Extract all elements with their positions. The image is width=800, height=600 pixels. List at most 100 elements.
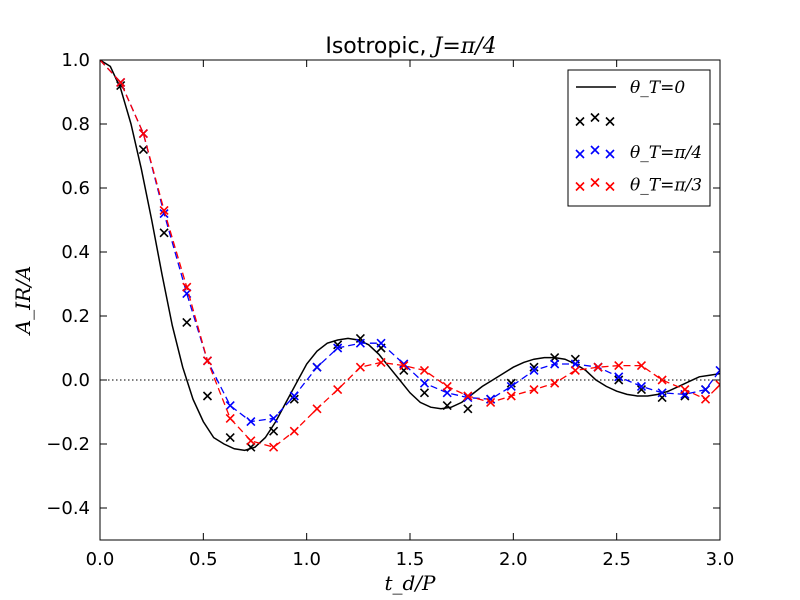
- series-3-point: [376, 357, 386, 367]
- series-2-point: [399, 359, 409, 369]
- legend-marker-swatch: [590, 177, 600, 188]
- series-1-point: [506, 378, 516, 388]
- series-2-point: [636, 381, 647, 391]
- y-axis-label: A_IR/A: [11, 266, 35, 337]
- legend-marker-swatch: [575, 181, 585, 192]
- x-tick-label: 0.5: [189, 549, 218, 570]
- series-2-point: [225, 401, 235, 411]
- series-2-point: [419, 378, 430, 388]
- x-tick-label: 2.5: [602, 549, 631, 570]
- x-tick-label: 2.0: [499, 549, 528, 570]
- series-3-point: [680, 385, 690, 395]
- series-3-point: [225, 413, 235, 423]
- series-1-point: [225, 433, 235, 443]
- series-3-point: [463, 391, 473, 401]
- y-tick-label: −0.4: [46, 498, 90, 519]
- series-3-point: [399, 361, 409, 371]
- series-2-point: [529, 365, 539, 375]
- series-1-point: [463, 404, 473, 414]
- series-1-point: [182, 317, 192, 327]
- series-3-point: [312, 404, 322, 414]
- series-3-point: [159, 205, 169, 215]
- series-3-point: [138, 129, 148, 139]
- series-2-point: [715, 365, 720, 375]
- series-3-point: [550, 378, 560, 388]
- series-1-point: [138, 145, 148, 155]
- series-0-line: [100, 60, 720, 452]
- series-2-point: [355, 338, 365, 348]
- series-2-point: [289, 391, 299, 401]
- series-1-point: [289, 394, 299, 404]
- legend-marker-swatch: [575, 149, 585, 159]
- series-3-point: [529, 385, 539, 395]
- x-tick-label: 1.0: [292, 549, 321, 570]
- series-2-point: [506, 381, 516, 391]
- x-tick-label: 3.0: [706, 549, 735, 570]
- series-3-point: [506, 391, 516, 401]
- chart-title-prefix: Isotropic,: [325, 34, 433, 59]
- legend-marker-swatch: [590, 112, 600, 123]
- x-tick-label: 0.0: [86, 549, 115, 570]
- series-2-point: [246, 417, 256, 427]
- series-3-point: [202, 356, 213, 366]
- series-3-point: [419, 365, 430, 375]
- legend-marker-swatch: [605, 181, 615, 192]
- series-3-point: [700, 394, 711, 404]
- y-tick-label: 0.0: [61, 370, 90, 391]
- series-3-point: [715, 380, 720, 390]
- series-2-point: [463, 393, 473, 403]
- series-3-point: [486, 397, 496, 407]
- y-tick-label: 0.8: [61, 114, 90, 135]
- series-3-line: [100, 60, 720, 448]
- series-1-point: [636, 385, 647, 395]
- series-2-point: [550, 359, 560, 369]
- legend-label: θ_T=0: [630, 78, 685, 98]
- legend-marker-swatch: [575, 116, 585, 127]
- series-1-point: [419, 388, 430, 398]
- chart-title-math: J=π/4: [430, 34, 497, 59]
- series-2-point: [700, 385, 711, 395]
- x-tick-label: 1.5: [396, 549, 425, 570]
- y-tick-label: 0.6: [61, 178, 90, 199]
- series-2-point: [657, 388, 667, 398]
- series-2-point: [376, 338, 386, 348]
- series-3-point: [636, 361, 647, 371]
- series-3-point: [269, 442, 279, 452]
- y-tick-label: 0.2: [61, 306, 90, 327]
- series-2-point: [614, 372, 624, 382]
- legend-marker-swatch: [605, 149, 615, 159]
- series-0: [100, 60, 720, 452]
- series-3-point: [246, 436, 256, 446]
- series-3-point: [614, 361, 624, 371]
- y-tick-label: 1.0: [61, 50, 90, 71]
- legend-marker-swatch: [605, 116, 615, 127]
- series-3-point: [355, 362, 365, 372]
- series-3-point: [593, 362, 603, 372]
- series-3-point: [333, 385, 343, 395]
- legend-label: θ_T=π/4: [630, 143, 702, 163]
- legend-marker-swatch: [590, 145, 600, 155]
- series-3-point: [289, 426, 299, 436]
- series-1-point: [269, 426, 279, 436]
- y-tick-label: −0.2: [46, 434, 90, 455]
- series-2-point: [333, 343, 343, 353]
- series-3-point: [657, 375, 667, 385]
- series-3-point: [442, 381, 452, 391]
- y-tick-label: 0.4: [61, 242, 90, 263]
- series-2-point: [312, 362, 322, 372]
- series-1-point: [442, 401, 452, 411]
- series-2-point: [159, 209, 169, 219]
- x-axis-label: t_d/P: [384, 571, 436, 595]
- series-3-point: [116, 77, 126, 87]
- plot-area: 0.0 0.5 1.0 1.5 2.0 2.5 3.0 −0.4 −0.2 0.0 0.2 0.4 0.…: [46, 50, 734, 570]
- series-3-point: [182, 282, 192, 292]
- legend-label: θ_T=π/3: [630, 176, 702, 196]
- series-3-point: [570, 365, 580, 375]
- legend: θ_T=0 θ_T=π/4 θ_T=π/3: [567, 69, 711, 207]
- series-2-point: [269, 413, 279, 423]
- chart-title: Isotropic, J=π/4: [325, 34, 496, 59]
- legend-box: [567, 69, 711, 207]
- series-3: [100, 60, 720, 452]
- series-1-point: [202, 391, 213, 401]
